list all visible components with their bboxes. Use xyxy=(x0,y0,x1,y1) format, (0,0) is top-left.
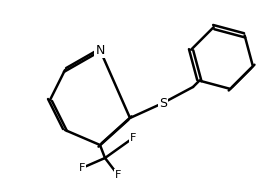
Text: F: F xyxy=(79,163,85,173)
Text: N: N xyxy=(95,44,105,57)
Text: F: F xyxy=(130,133,136,143)
Text: S: S xyxy=(159,97,167,110)
Text: F: F xyxy=(115,170,121,180)
